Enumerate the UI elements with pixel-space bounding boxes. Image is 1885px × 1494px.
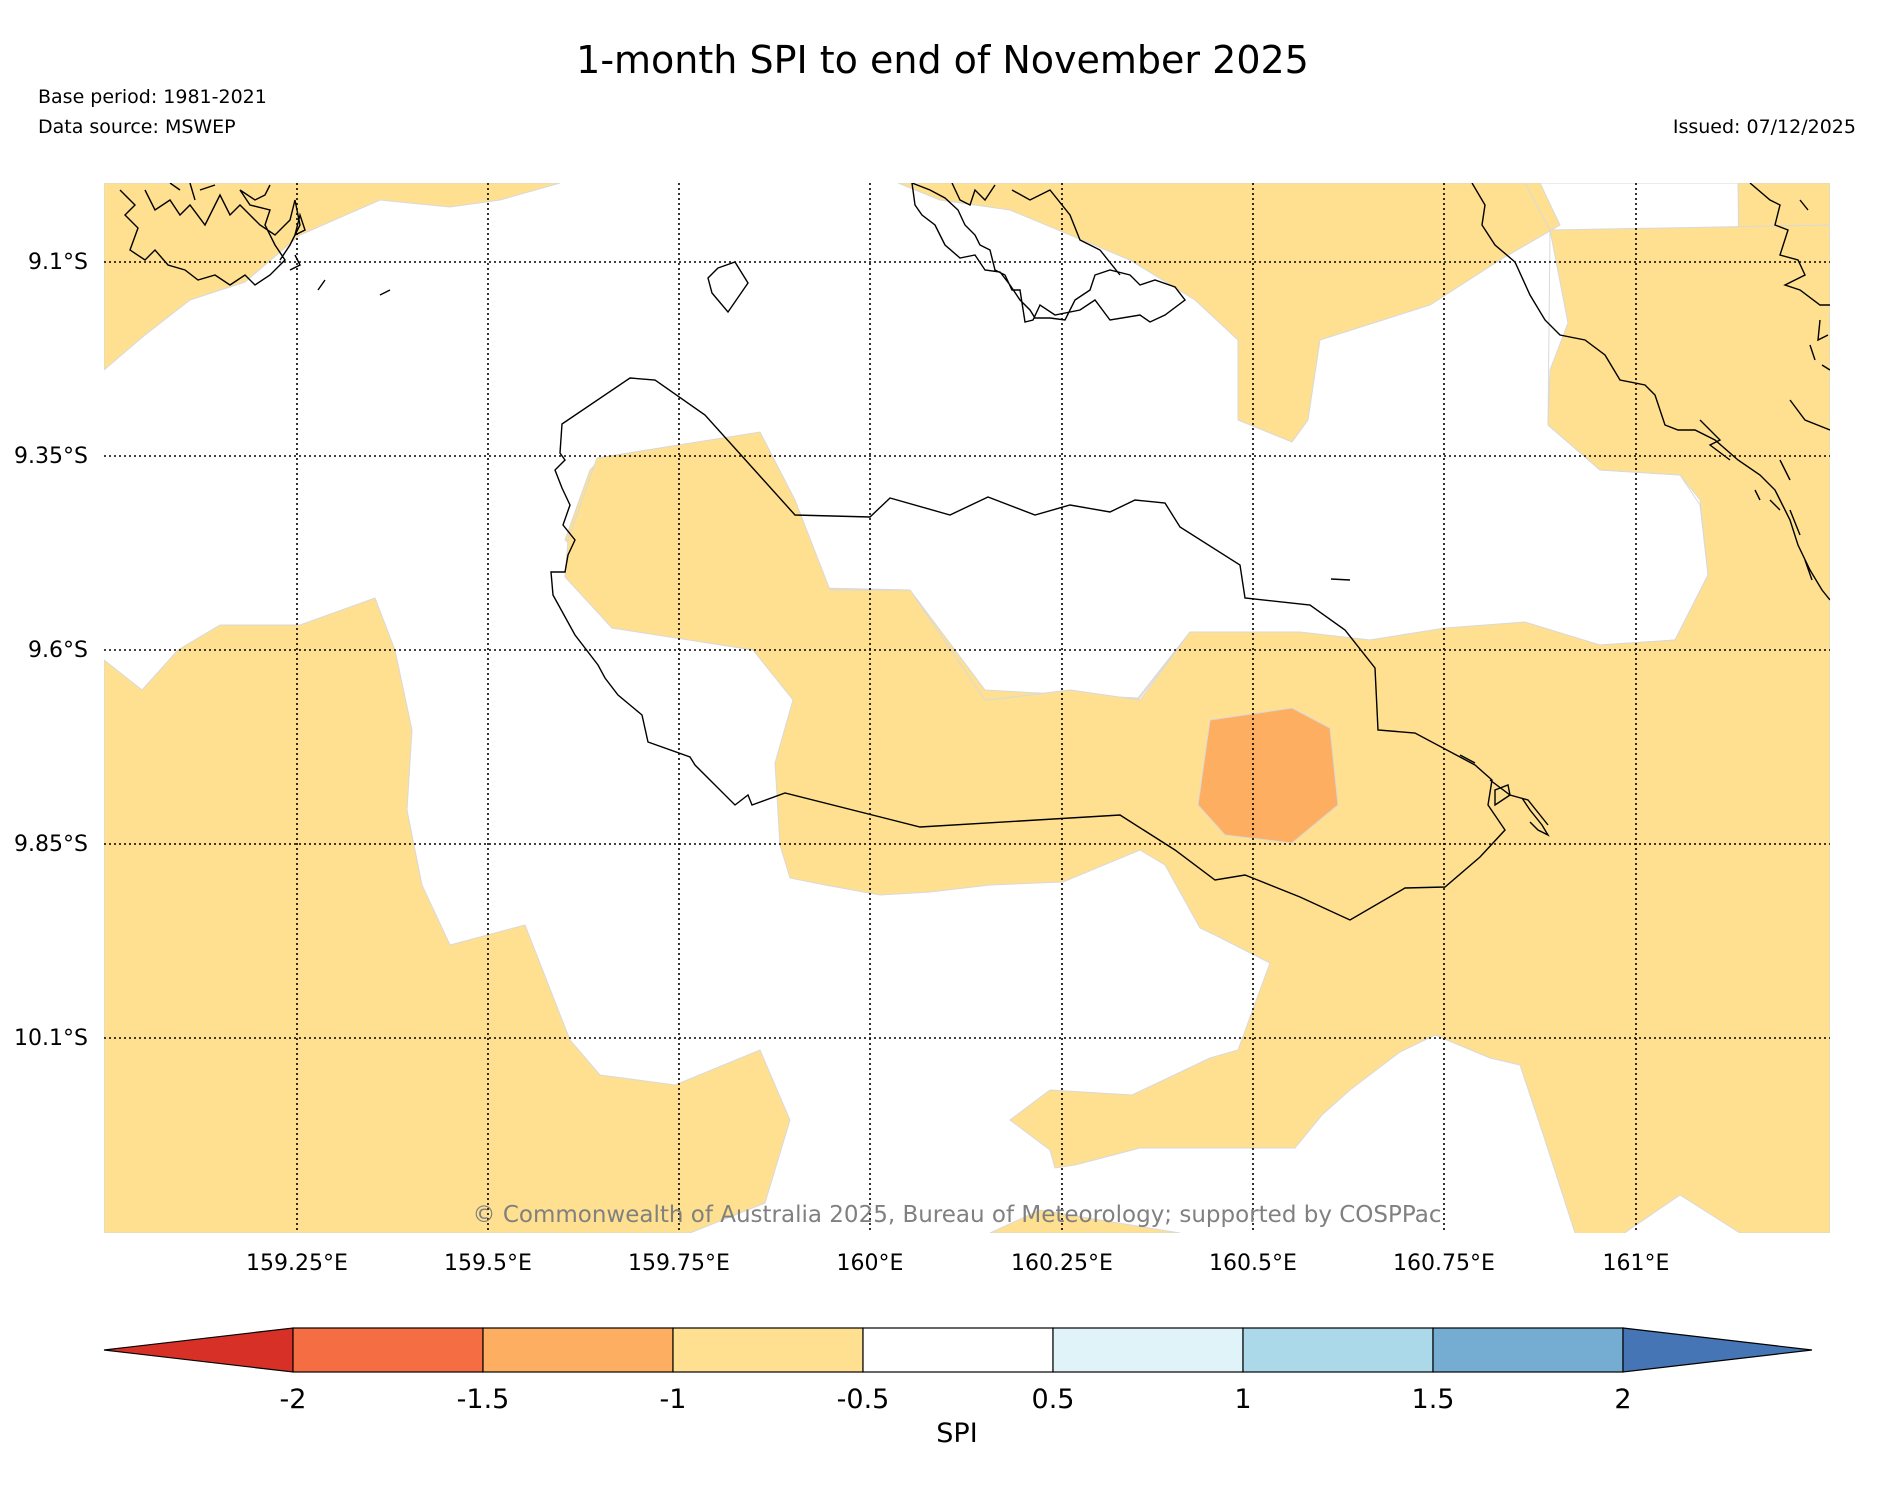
lon-label: 160.75°E [1393, 1251, 1495, 1276]
coastline-east-islets [1489, 779, 1549, 826]
colorbar-tick-label: -1.5 [457, 1384, 510, 1415]
lat-label: 9.35°S [14, 444, 88, 469]
coastline-florida-islands [911, 183, 1186, 323]
coastline-northwest-islands [119, 184, 301, 286]
colorbar-bin [292, 1327, 484, 1373]
coastline-guadalcanal [550, 377, 1506, 921]
colorbar-bin [1052, 1327, 1244, 1373]
coastline-northwest-islets [169, 183, 391, 296]
colorbar-bin [672, 1327, 864, 1373]
colorbar-ticks: -2 -1.5 -1 -0.5 0.5 1 1.5 2 SPI [280, 1384, 1632, 1449]
coastlines [119, 183, 1830, 921]
lon-label: 160°E [837, 1251, 904, 1276]
lat-label: 9.6°S [28, 638, 88, 663]
colorbar-tick-label: 1.5 [1412, 1384, 1455, 1415]
colorbar-tick-label: 0.5 [1032, 1384, 1075, 1415]
copyright-notice: © Commonwealth of Australia 2025, Bureau… [473, 1202, 1442, 1228]
coastline-florida-west [951, 183, 1121, 276]
page-title: 1-month SPI to end of November 2025 [576, 38, 1309, 82]
coastline-east-islands [1471, 183, 1830, 601]
lon-label: 159.75°E [628, 1251, 730, 1276]
lon-label: 159.25°E [246, 1251, 348, 1276]
colorbar-extend-low [103, 1327, 294, 1373]
data-source: Data source: MSWEP [38, 116, 236, 138]
colorbar-bin [1432, 1327, 1624, 1373]
coastline-east-notch [1459, 754, 1476, 764]
spi-region-dry-band [564, 224, 1830, 1233]
coastline-east-tip [1494, 784, 1550, 837]
gridlines [104, 183, 1830, 1233]
lon-label: 161°E [1603, 1251, 1670, 1276]
colorbar-bin [1242, 1327, 1434, 1373]
issued-date: Issued: 07/12/2025 [1672, 116, 1856, 138]
coastline-east-fragments [1699, 419, 1813, 581]
spi-region-dry-northwest [104, 183, 561, 371]
colorbar-tick-label: 1 [1234, 1384, 1251, 1415]
colorbar-tick-label: 2 [1614, 1384, 1631, 1415]
colorbar-tick-label: -1 [660, 1384, 687, 1415]
colorbar-extend-high [1622, 1327, 1813, 1373]
base-period: Base period: 1981-2021 [38, 86, 267, 108]
spi-region-dry-north [897, 183, 1561, 443]
lon-label: 160.25°E [1011, 1251, 1113, 1276]
coastline-far-east [1749, 183, 1830, 306]
colorbar-tick-label: -0.5 [837, 1384, 890, 1415]
colorbar-tick-label: -2 [280, 1384, 307, 1415]
spi-fill-layer [104, 183, 1830, 1233]
colorbar [103, 1327, 1813, 1373]
spi-region-dry-south-center [989, 1209, 1181, 1233]
coastline-savo [707, 261, 749, 314]
colorbar-bin [862, 1327, 1054, 1373]
lon-label: 160.5°E [1209, 1251, 1297, 1276]
spi-region-dry-southwest [104, 597, 791, 1233]
axis-labels: 9.1°S 9.35°S 9.6°S 9.85°S 10.1°S 159.25°… [14, 250, 1669, 1276]
colorbar-bin [482, 1327, 674, 1373]
colorbar-title: SPI [936, 1418, 977, 1449]
lon-label: 159.5°E [444, 1251, 532, 1276]
lat-label: 10.1°S [14, 1026, 88, 1051]
spi-region-moderately-dry [1197, 707, 1339, 844]
lat-label: 9.85°S [14, 832, 88, 857]
coastline-islet [1330, 578, 1351, 581]
coastline-far-east-islets [1789, 319, 1830, 431]
lat-label: 9.1°S [28, 250, 88, 275]
